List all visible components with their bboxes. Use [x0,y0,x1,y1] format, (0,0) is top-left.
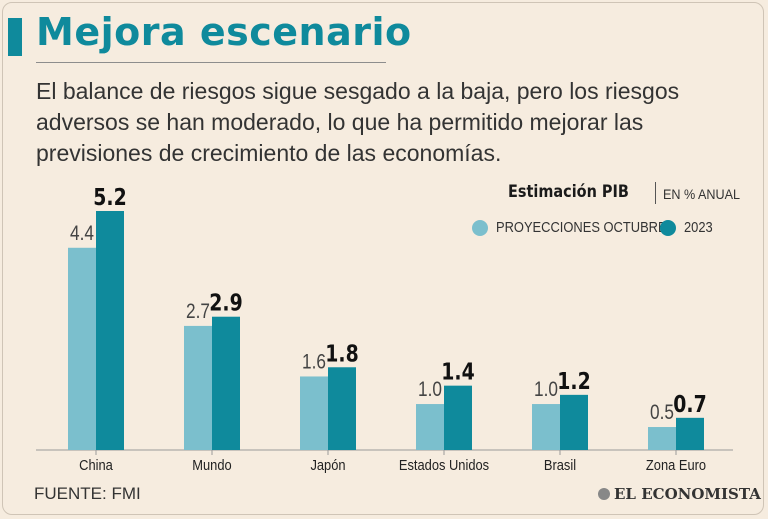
source-note: FUENTE: FMI [34,484,141,503]
bar-2023-brasil [560,394,588,450]
legend-dot-proyecciones [472,220,488,236]
data-label-proyecciones-estados-unidos: 1.0 [418,379,442,402]
bar-2023-mundo [212,316,240,450]
bar-2023-estados-unidos [444,385,472,450]
legend-separator [655,182,656,204]
brand-logo: EL ECONOMISTA [598,485,761,503]
bar-2023-zona-euro [676,417,704,450]
bar-proyecciones-zona-euro [648,427,676,450]
legend-label-proyecciones: PROYECCIONES OCTUBRE [496,219,667,236]
title-divider [36,62,386,63]
bar-2023-china [96,211,124,450]
data-label-2023-china: 5.2 [93,183,126,210]
x-tick-label-estados-unidos: Estados Unidos [399,456,489,473]
data-label-proyecciones-mundo: 2.7 [186,300,210,323]
bar-proyecciones-brasil [532,404,560,450]
brand-icon [598,488,610,500]
data-label-proyecciones-japón: 1.6 [302,351,326,374]
x-tick-label-zona-euro: Zona Euro [646,456,706,473]
data-label-2023-mundo: 2.9 [209,289,242,316]
x-tick-label-japón: Japón [310,456,345,473]
data-label-proyecciones-zona-euro: 0.5 [650,402,674,425]
legend-dot-2023 [660,220,676,236]
subtitle-text: El balance de riesgos sigue sesgado a la… [36,78,680,166]
data-label-proyecciones-china: 4.4 [70,222,94,245]
title-accent-bar [8,18,22,56]
data-label-2023-brasil: 1.2 [557,367,590,394]
x-tick-label-china: China [79,456,113,473]
bar-proyecciones-mundo [184,325,212,450]
legend-unit: EN % ANUAL [663,186,741,202]
x-tick-label-mundo: Mundo [192,456,232,473]
x-tick-label-brasil: Brasil [544,456,576,473]
data-label-2023-zona-euro: 0.7 [673,390,706,417]
data-label-2023-estados-unidos: 1.4 [441,358,474,385]
data-label-2023-japón: 1.8 [325,339,358,366]
legend-title: Estimación PIB [508,182,629,202]
bar-proyecciones-china [68,247,96,450]
bar-proyecciones-estados-unidos [416,404,444,450]
bar-2023-japón [328,367,356,450]
data-label-proyecciones-brasil: 1.0 [534,379,558,402]
page-title: Mejora escenario [36,10,412,54]
bar-proyecciones-japón [300,376,328,450]
legend-label-2023: 2023 [684,219,713,236]
brand-name: EL ECONOMISTA [614,485,761,503]
